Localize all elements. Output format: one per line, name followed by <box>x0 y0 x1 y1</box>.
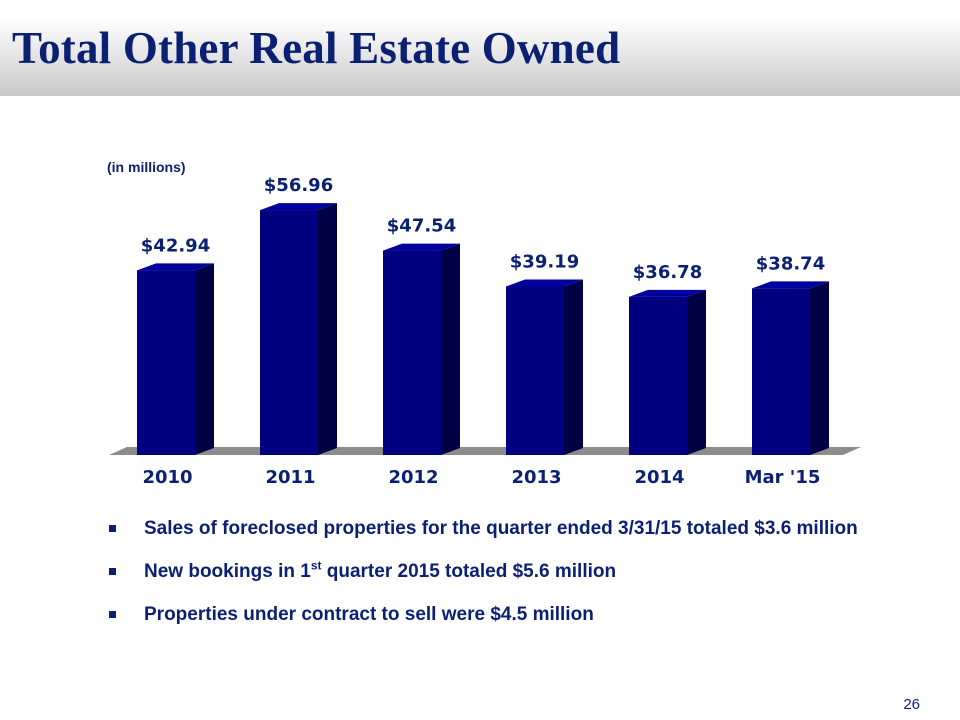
bar <box>260 210 318 455</box>
bar <box>383 250 441 455</box>
bullet-list: Sales of foreclosed properties for the q… <box>108 510 868 639</box>
bar <box>752 288 810 455</box>
bar-side <box>810 281 829 455</box>
bullet-text-rest: quarter 2015 totaled $5.6 million <box>321 561 617 582</box>
bar-side <box>195 263 214 455</box>
bar-top <box>752 281 829 289</box>
bar-top <box>629 289 706 297</box>
data-label: $39.19 <box>510 251 579 272</box>
bullet-text: Sales of foreclosed properties for the q… <box>144 518 858 539</box>
bar-side <box>318 203 337 455</box>
bullet-square-icon <box>109 611 116 618</box>
x-tick-label: 2010 <box>142 467 192 488</box>
bullet-text: New bookings in 1 <box>144 561 311 582</box>
bar-top <box>137 263 214 271</box>
bullet-text: Properties under contract to sell were $… <box>144 604 594 625</box>
bar-top <box>506 279 583 287</box>
data-label: $36.78 <box>633 262 702 283</box>
chart-floor <box>109 447 861 455</box>
page-number: 26 <box>903 696 920 713</box>
x-tick-label: 2012 <box>388 467 438 488</box>
data-label: $56.96 <box>264 175 333 196</box>
units-note: (in millions) <box>107 159 186 175</box>
page-title: Total Other Real Estate Owned <box>12 23 621 73</box>
bullet-item-sales: Sales of foreclosed properties for the q… <box>108 510 868 547</box>
bullet-square-icon <box>109 525 116 532</box>
bar <box>506 286 564 455</box>
bar-side <box>564 279 583 455</box>
x-tick-label: 2013 <box>511 467 561 488</box>
x-tick-label: 2014 <box>634 467 684 488</box>
bar-side <box>441 243 460 455</box>
bar <box>137 270 195 455</box>
bar-side <box>687 289 706 455</box>
bar-chart: $42.94 2010 $56.96 2011 $47.54 2012 $39.19 2013… <box>109 175 861 488</box>
data-label: $47.54 <box>387 216 456 237</box>
x-tick-label: 2011 <box>265 467 315 488</box>
bullet-square-icon <box>109 568 116 575</box>
data-label: $42.94 <box>141 235 210 256</box>
data-label: $38.74 <box>756 253 825 274</box>
x-tick-label: Mar '15 <box>745 467 821 488</box>
ordinal-suffix: st <box>310 558 322 573</box>
bullet-item-contract: Properties under contract to sell were $… <box>108 596 868 633</box>
bar-top <box>260 203 337 211</box>
bar <box>629 296 687 455</box>
bullet-item-bookings: New bookings in 1st quarter 2015 totaled… <box>108 553 868 590</box>
bar-top <box>383 243 460 251</box>
title-band <box>0 0 960 96</box>
